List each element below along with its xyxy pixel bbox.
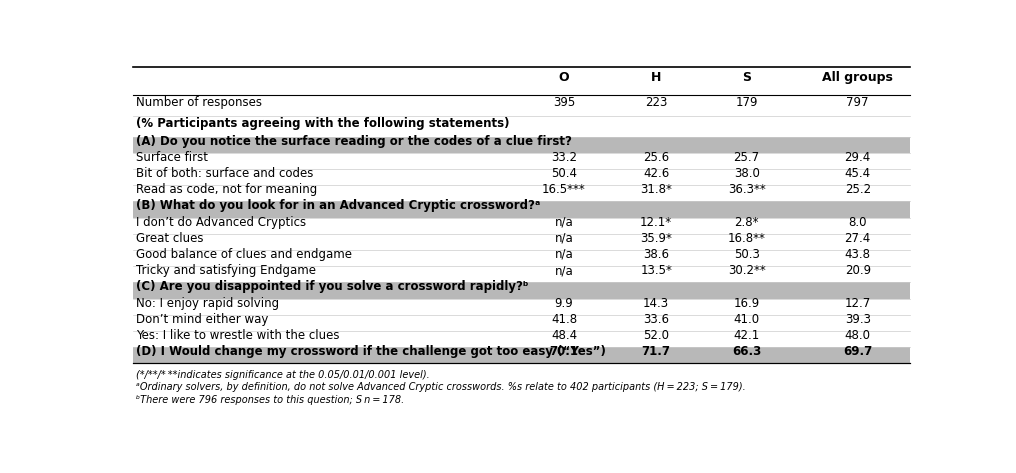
Text: 13.5*: 13.5* xyxy=(640,264,672,277)
Text: Surface first: Surface first xyxy=(136,151,208,164)
Text: 20.9: 20.9 xyxy=(844,264,871,277)
Text: 52.0: 52.0 xyxy=(643,329,670,342)
Text: Bit of both: surface and codes: Bit of both: surface and codes xyxy=(136,167,314,180)
Text: 50.3: 50.3 xyxy=(734,248,760,261)
Text: 16.8**: 16.8** xyxy=(727,232,766,245)
Bar xyxy=(133,347,910,363)
Text: 35.9*: 35.9* xyxy=(640,232,672,245)
Text: (D) I Would change my crossword if the challenge got too easy (“Yes”): (D) I Would change my crossword if the c… xyxy=(136,345,607,358)
Text: (*/**/* **indicates significance at the 0.05/0.01/0.001 level).: (*/**/* **indicates significance at the … xyxy=(136,370,430,380)
Text: Read as code, not for meaning: Read as code, not for meaning xyxy=(136,183,318,196)
Text: H: H xyxy=(651,71,661,84)
Text: 25.7: 25.7 xyxy=(734,151,760,164)
Text: (C) Are you disappointed if you solve a crossword rapidly?ᵇ: (C) Are you disappointed if you solve a … xyxy=(136,280,529,293)
Text: 29.4: 29.4 xyxy=(844,151,871,164)
Text: 48.0: 48.0 xyxy=(844,329,871,342)
Text: 14.3: 14.3 xyxy=(643,297,670,309)
Bar xyxy=(133,137,910,153)
Text: 16.5***: 16.5*** xyxy=(543,183,586,196)
Text: Yes: I like to wrestle with the clues: Yes: I like to wrestle with the clues xyxy=(136,329,340,342)
Text: 395: 395 xyxy=(553,96,575,109)
Text: ᵃOrdinary solvers, by definition, do not solve Advanced Cryptic crosswords. %s r: ᵃOrdinary solvers, by definition, do not… xyxy=(136,382,746,393)
Bar xyxy=(133,282,910,298)
Text: 33.2: 33.2 xyxy=(551,151,577,164)
Text: (A) Do you notice the surface reading or the codes of a clue first?: (A) Do you notice the surface reading or… xyxy=(136,134,572,148)
Text: S: S xyxy=(742,71,751,84)
Text: Number of responses: Number of responses xyxy=(136,96,262,109)
Text: 39.3: 39.3 xyxy=(844,313,871,326)
Text: n/a: n/a xyxy=(555,216,573,228)
Text: 25.2: 25.2 xyxy=(844,183,871,196)
Text: 42.1: 42.1 xyxy=(734,329,760,342)
Text: I don’t do Advanced Cryptics: I don’t do Advanced Cryptics xyxy=(136,216,307,228)
Text: 41.8: 41.8 xyxy=(551,313,577,326)
Text: 69.7: 69.7 xyxy=(843,345,873,358)
Text: 797: 797 xyxy=(846,96,869,109)
Text: 12.7: 12.7 xyxy=(844,297,871,309)
Bar xyxy=(133,201,910,218)
Text: 43.8: 43.8 xyxy=(844,248,871,261)
Text: ᵇThere were 796 responses to this question; S n = 178.: ᵇThere were 796 responses to this questi… xyxy=(136,395,404,405)
Text: Tricky and satisfying Endgame: Tricky and satisfying Endgame xyxy=(136,264,316,277)
Text: 30.2**: 30.2** xyxy=(727,264,766,277)
Text: Don’t mind either way: Don’t mind either way xyxy=(136,313,269,326)
Text: Great clues: Great clues xyxy=(136,232,204,245)
Text: 223: 223 xyxy=(645,96,668,109)
Text: 12.1*: 12.1* xyxy=(640,216,673,228)
Text: 50.4: 50.4 xyxy=(551,167,577,180)
Text: 2.8*: 2.8* xyxy=(735,216,759,228)
Text: 25.6: 25.6 xyxy=(643,151,670,164)
Text: 70.1: 70.1 xyxy=(550,345,578,358)
Text: 45.4: 45.4 xyxy=(844,167,871,180)
Text: 66.3: 66.3 xyxy=(733,345,761,358)
Text: 36.3**: 36.3** xyxy=(727,183,766,196)
Text: 38.6: 38.6 xyxy=(643,248,670,261)
Text: All groups: All groups xyxy=(822,71,893,84)
Text: 9.9: 9.9 xyxy=(555,297,573,309)
Text: n/a: n/a xyxy=(555,248,573,261)
Text: No: I enjoy rapid solving: No: I enjoy rapid solving xyxy=(136,297,279,309)
Text: 33.6: 33.6 xyxy=(643,313,670,326)
Text: 41.0: 41.0 xyxy=(734,313,760,326)
Text: O: O xyxy=(559,71,569,84)
Text: 16.9: 16.9 xyxy=(734,297,760,309)
Text: 8.0: 8.0 xyxy=(848,216,867,228)
Text: 38.0: 38.0 xyxy=(734,167,760,180)
Text: Good balance of clues and endgame: Good balance of clues and endgame xyxy=(136,248,353,261)
Text: 27.4: 27.4 xyxy=(844,232,871,245)
Text: n/a: n/a xyxy=(555,264,573,277)
Text: (B) What do you look for in an Advanced Cryptic crossword?ᵃ: (B) What do you look for in an Advanced … xyxy=(136,199,541,212)
Text: 31.8*: 31.8* xyxy=(640,183,672,196)
Text: n/a: n/a xyxy=(555,232,573,245)
Text: 48.4: 48.4 xyxy=(551,329,577,342)
Text: 71.7: 71.7 xyxy=(642,345,671,358)
Text: 42.6: 42.6 xyxy=(643,167,670,180)
Text: (% Participants agreeing with the following statements): (% Participants agreeing with the follow… xyxy=(136,117,510,130)
Text: 179: 179 xyxy=(736,96,758,109)
